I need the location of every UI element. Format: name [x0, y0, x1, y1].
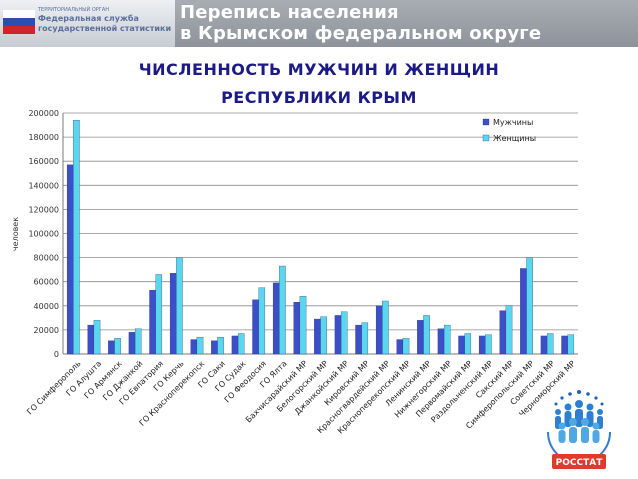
bar-women [73, 120, 80, 355]
y-tick-label: 0 [54, 350, 59, 359]
agency-name: ТЕРРИТОРИАЛЬНЫЙ ОРГАН Федеральная служба… [38, 7, 173, 34]
header-title-line1: Перепись населения [180, 2, 399, 23]
bar-men [87, 324, 95, 355]
legend-label: Женщины [493, 134, 536, 143]
y-tick-label: 160000 [28, 157, 59, 166]
bar-men [499, 310, 507, 355]
rosstat-logo: РОССТАТ [547, 390, 611, 469]
bar-men [252, 299, 259, 355]
bar-women [361, 322, 369, 355]
y-tick-label: 180000 [28, 133, 59, 142]
bar-women [114, 338, 121, 355]
bar-men [190, 339, 198, 355]
bar-women [279, 265, 286, 355]
bar-women [567, 334, 575, 355]
bar-women [546, 333, 554, 355]
bar-women [423, 315, 430, 355]
bar-men [417, 320, 424, 355]
agency-line2: государственной статистики [38, 24, 172, 33]
y-tick-label: 140000 [28, 181, 59, 190]
bar-men [375, 305, 383, 355]
bar-men [396, 339, 404, 355]
y-tick-label: 100000 [28, 230, 59, 239]
agency-block: ТЕРРИТОРИАЛЬНЫЙ ОРГАН Федеральная служба… [0, 0, 175, 47]
bar-men [478, 335, 486, 355]
bar-men [355, 324, 362, 355]
bar-women [258, 287, 266, 355]
y-tick-label: 40000 [34, 302, 59, 311]
bar-women [196, 336, 204, 355]
agency-small: ТЕРРИТОРИАЛЬНЫЙ ОРГАН [38, 7, 110, 13]
bar-men [561, 335, 568, 355]
y-tick-label: 20000 [34, 326, 59, 335]
bar-women [443, 324, 451, 355]
y-tick-label: 200000 [28, 109, 59, 118]
bar-women [340, 311, 348, 355]
bar-women [526, 257, 533, 355]
bar-women [237, 333, 245, 355]
logo-text: РОССТАТ [556, 458, 604, 468]
flag-icon [3, 10, 35, 34]
bar-men [334, 315, 342, 355]
bar-men [540, 335, 548, 355]
header-title-line2: в Крымском федеральном округе [180, 23, 542, 44]
bar-men [314, 318, 321, 355]
bar-women [299, 296, 307, 355]
y-tick-label: 120000 [28, 205, 59, 214]
y-tick-label: 60000 [34, 278, 59, 287]
bar-women [93, 320, 101, 355]
agency-line1: Федеральная служба [38, 14, 139, 23]
bar-women [464, 333, 472, 355]
y-tick-label: 80000 [34, 254, 59, 263]
bar-men [272, 282, 280, 355]
bar-men [169, 273, 177, 355]
bar-men [520, 268, 527, 355]
bar-women [320, 316, 327, 355]
y-axis-label: человек [11, 217, 20, 251]
bar-men [66, 164, 74, 355]
legend-swatch [482, 118, 490, 126]
bar-women [176, 257, 183, 355]
bar-men [293, 302, 301, 355]
bar-women [402, 338, 410, 355]
bar-men [149, 289, 156, 355]
bar-men [108, 340, 115, 355]
bar-women [134, 328, 142, 355]
bar-men [231, 335, 239, 355]
chart-title-line2: РЕСПУБЛИКИ КРЫМ [221, 88, 417, 107]
bar-women [217, 336, 224, 355]
legend-swatch [482, 134, 490, 142]
header-banner: ТЕРРИТОРИАЛЬНЫЙ ОРГАН Федеральная служба… [0, 0, 638, 47]
bar-women [382, 300, 389, 355]
header-title: Перепись населения в Крымском федерально… [180, 2, 541, 44]
chart-title-line1: ЧИСЛЕННОСТЬ МУЖЧИН И ЖЕНЩИН [138, 60, 500, 79]
legend-label: Мужчины [493, 118, 533, 127]
bar-men [211, 340, 218, 355]
bar-men [458, 335, 465, 355]
bar-women [505, 305, 513, 355]
bar-women [485, 334, 492, 355]
bar-men [128, 332, 136, 355]
bar-women [155, 274, 163, 355]
bar-men [437, 328, 445, 355]
